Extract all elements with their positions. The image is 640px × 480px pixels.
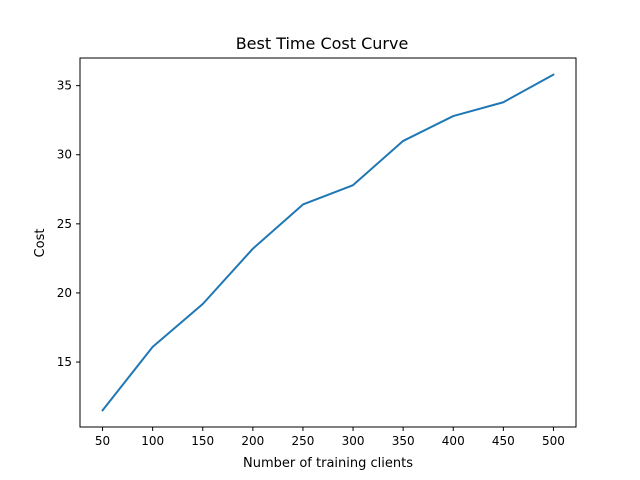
y-tick-label: 30 xyxy=(57,148,72,162)
x-axis-label: Number of training clients xyxy=(243,456,413,471)
plot-area: 50 100 150 200 250 300 350 400 450 500 15 20 25 30 35 xyxy=(57,57,577,448)
y-tick-label: 35 xyxy=(57,79,72,93)
x-tick-label: 300 xyxy=(342,434,365,448)
series-line-0 xyxy=(101,73,555,412)
x-tick-label: 450 xyxy=(492,434,515,448)
y-tick-label: 20 xyxy=(57,286,72,300)
x-tick-label: 150 xyxy=(191,434,214,448)
x-tick-label: 400 xyxy=(442,434,465,448)
x-tick-label: 50 xyxy=(95,434,110,448)
y-tick-label: 15 xyxy=(57,355,72,369)
y-axis-ticks: 15 20 25 30 35 xyxy=(57,79,80,369)
chart-title: Best Time Cost Curve xyxy=(236,34,409,53)
x-tick-label: 500 xyxy=(542,434,565,448)
x-tick-label: 100 xyxy=(141,434,164,448)
y-axis-label: Cost xyxy=(33,229,48,258)
series-layer xyxy=(101,73,555,412)
x-tick-label: 350 xyxy=(392,434,415,448)
x-tick-label: 250 xyxy=(291,434,314,448)
x-axis-ticks: 50 100 150 200 250 300 350 400 450 500 xyxy=(95,427,565,448)
x-tick-label: 200 xyxy=(241,434,264,448)
y-tick-label: 25 xyxy=(57,217,72,231)
axes-frame xyxy=(79,57,577,428)
